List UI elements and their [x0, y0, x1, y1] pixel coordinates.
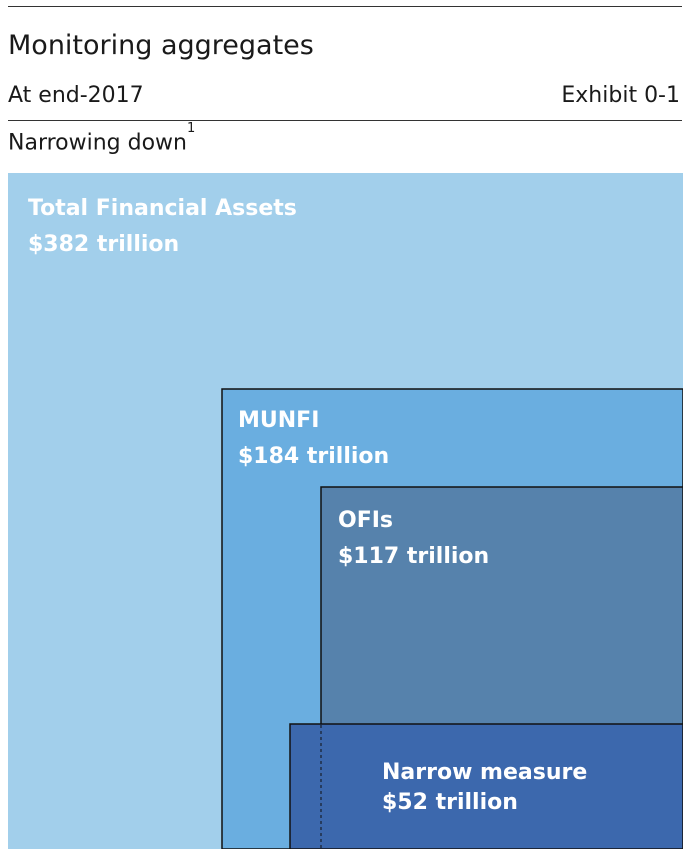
area-value-label-1: $382 trillion: [28, 232, 179, 257]
area-name-label-1: Total Financial Assets: [28, 196, 297, 221]
area-name-label-2: MUNFI: [238, 408, 319, 433]
area-name-label-4: Narrow measure: [382, 760, 587, 785]
area-value-label-3: $117 trillion: [338, 544, 489, 569]
area-value-label-4: $52 trillion: [382, 790, 518, 815]
page-title: Monitoring aggregates: [8, 30, 314, 61]
area-name-label-3: OFIs: [338, 508, 393, 533]
panel-title-text: Narrowing down: [8, 130, 187, 156]
header-rule: [8, 120, 682, 121]
top-rule: [8, 6, 682, 7]
exhibit-label: Exhibit 0-1: [561, 83, 680, 108]
area-box-4: [289, 723, 683, 849]
panel-title: Narrowing down1: [8, 121, 195, 156]
panel-footnote-marker: 1: [187, 121, 196, 136]
subtitle: At end-2017: [8, 83, 144, 108]
area-value-label-2: $184 trillion: [238, 444, 389, 469]
nested-area-chart: Total Financial Assets $382 trillion MUNFI…: [8, 173, 683, 849]
